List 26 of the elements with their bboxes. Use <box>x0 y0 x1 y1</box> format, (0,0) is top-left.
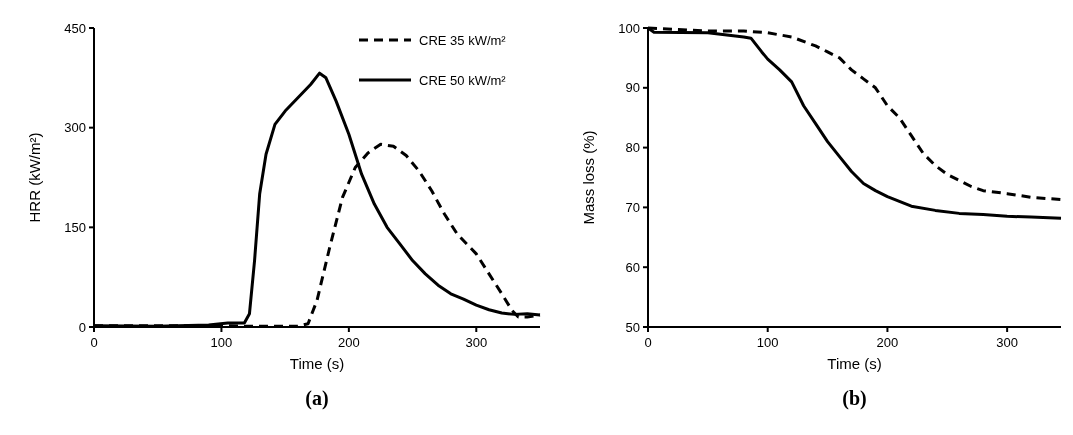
x-tick-label: 0 <box>644 335 652 350</box>
legend-label: CRE 50 kW/m² <box>419 72 507 88</box>
text: (b) <box>842 387 867 410</box>
y-tick-label: 70 <box>625 199 640 215</box>
x-tick-label: 100 <box>756 335 779 350</box>
x-axis-title: Time (s) <box>827 355 882 372</box>
x-tick-label: 0 <box>90 335 98 350</box>
y-tick-label: 150 <box>64 219 86 235</box>
y-tick-label: 0 <box>78 319 86 335</box>
x-tick-label: 200 <box>876 335 899 350</box>
y-tick-label: 50 <box>625 319 640 335</box>
y-axis-title: HRR (kW/m²) <box>26 132 43 223</box>
text: (a) <box>305 387 329 410</box>
y-tick-label: 80 <box>625 140 640 156</box>
x-axis-title: Time (s) <box>289 355 345 372</box>
y-tick-label: 100 <box>618 20 640 36</box>
x-tick-label: 300 <box>465 335 488 350</box>
y-tick-label: 300 <box>64 120 86 136</box>
x-tick-label: 300 <box>996 335 1018 350</box>
y-tick-label: 450 <box>64 20 86 36</box>
y-tick-label: 60 <box>625 259 640 275</box>
y-axis-title: Mass loss (%) <box>580 130 597 225</box>
legend-label: CRE 35 kW/m² <box>419 32 507 48</box>
y-tick-label: 90 <box>625 80 640 96</box>
x-tick-label: 200 <box>338 335 360 350</box>
x-tick-label: 100 <box>210 335 233 350</box>
